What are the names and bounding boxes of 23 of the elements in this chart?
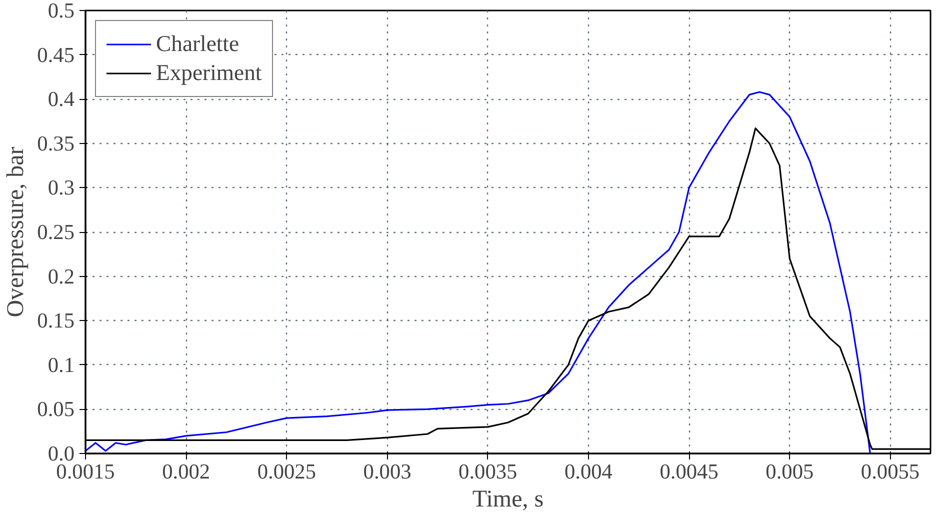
y-tick-label: 0.35: [37, 131, 75, 156]
y-tick-label: 0.25: [37, 220, 75, 244]
y-tick-label: 0.15: [37, 308, 75, 333]
x-tick-label: 0.0035: [458, 460, 518, 484]
y-tick-label: 0.2: [48, 264, 75, 288]
y-tick-label: 0.5: [48, 0, 75, 22]
legend-label: Experiment: [156, 60, 262, 86]
y-tick-label: 0.05: [37, 397, 75, 422]
y-tick-label: 0.4: [48, 87, 75, 112]
x-tick-label: 0.005: [766, 460, 814, 484]
x-tick-label: 0.003: [363, 460, 412, 484]
x-tick-label: 0.0055: [860, 460, 920, 484]
x-tick-label: 0.0025: [257, 460, 316, 484]
legend-label: Charlette: [156, 31, 240, 57]
x-tick-label: 0.004: [564, 460, 613, 484]
y-axis-title: Overpressure, bar: [3, 146, 30, 318]
x-tick-label: 0.002: [162, 460, 210, 484]
x-axis-title: Time, s: [472, 486, 544, 512]
y-tick-label: 0.45: [37, 42, 75, 67]
x-tick-label: 0.0045: [660, 460, 718, 484]
y-tick-label: 0.3: [48, 176, 75, 200]
line-series: [86, 91, 871, 454]
y-tick-label: 0.1: [48, 352, 75, 377]
